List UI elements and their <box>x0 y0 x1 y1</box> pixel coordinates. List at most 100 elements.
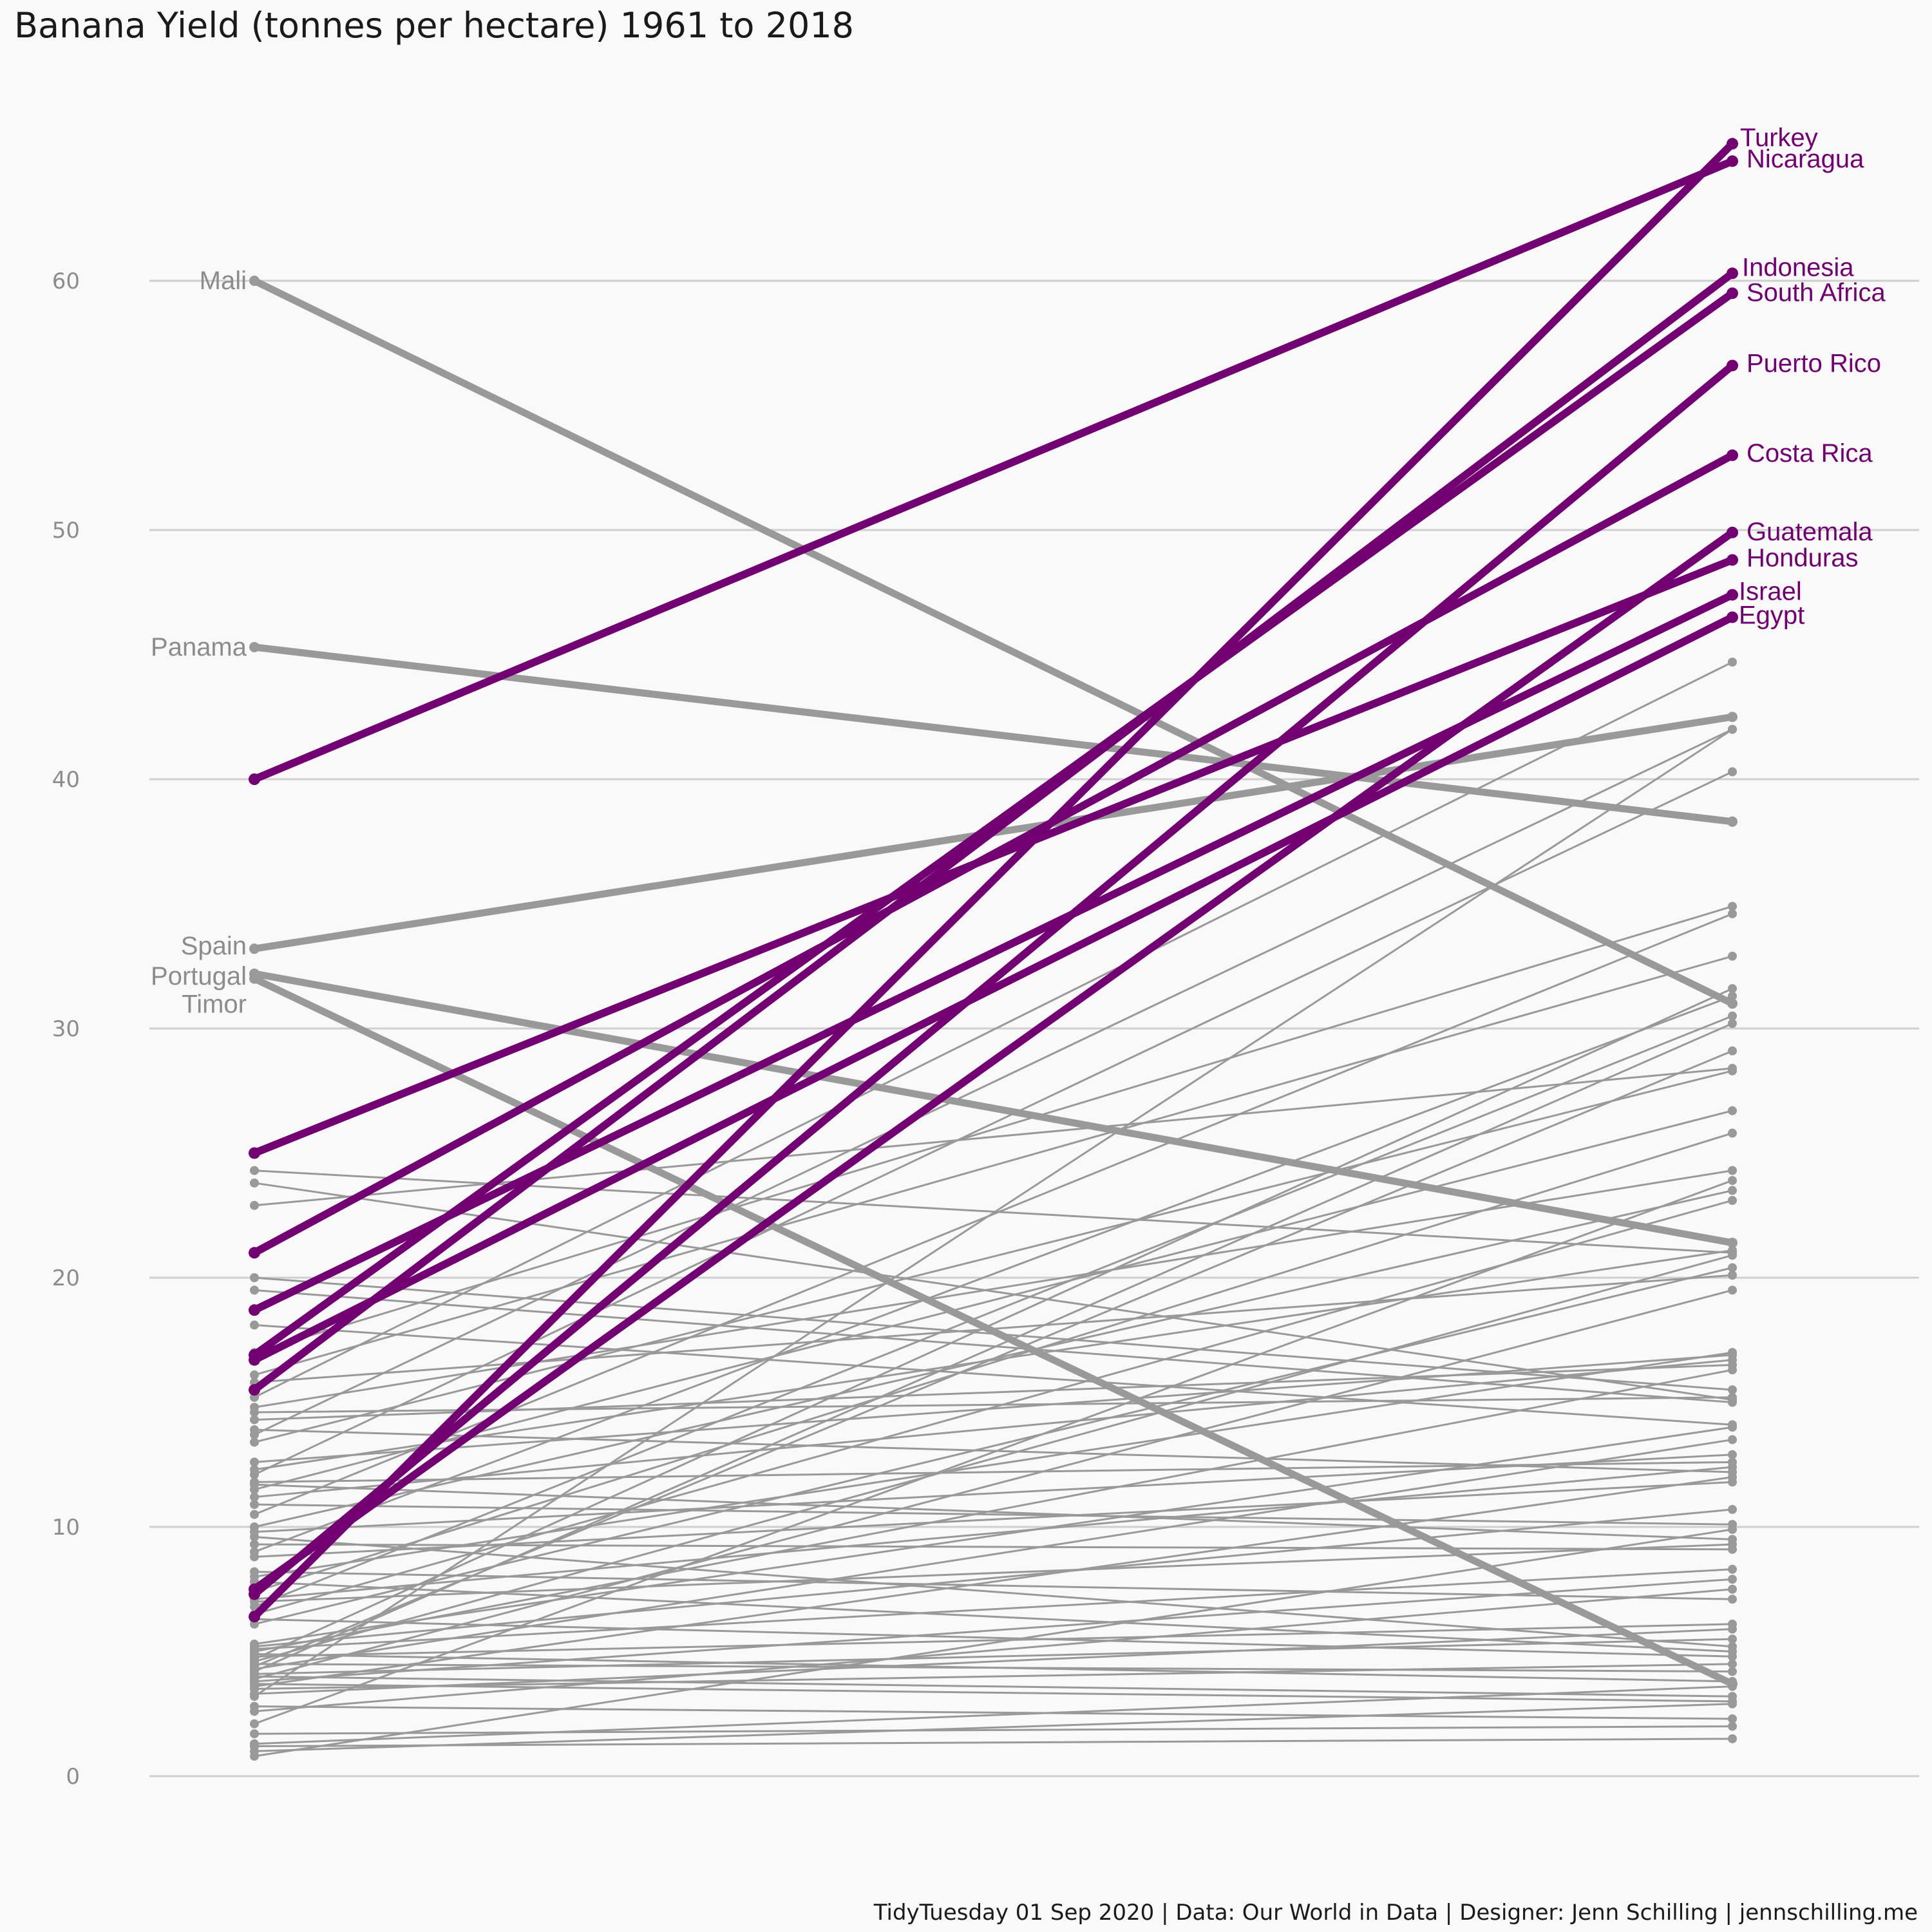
highlighted-countries-layer <box>249 138 1738 1623</box>
series-nicaragua-point-2018 <box>1727 155 1738 167</box>
other-country-34-line <box>253 1199 1734 1615</box>
other-country-8-point-2018 <box>1728 1271 1737 1280</box>
other-country-68-line <box>253 1354 1734 1463</box>
series-portugal-point-2018 <box>1727 1237 1738 1248</box>
series-nicaragua-point-1961 <box>249 773 260 785</box>
other-country-23-point-2018 <box>1728 1186 1737 1195</box>
y-tick-label: 50 <box>52 518 80 544</box>
other-country-68-point-2018 <box>1728 1350 1737 1359</box>
other-country-31-line <box>253 1132 1734 1593</box>
label-indonesia: Indonesia <box>1742 253 1854 281</box>
other-countries-layer <box>250 658 1737 1761</box>
other-country-42-point-2018 <box>1728 1251 1737 1260</box>
other-country-59-point-1961 <box>250 1729 259 1739</box>
series-turkey-point-2018 <box>1727 138 1738 150</box>
y-tick-label: 10 <box>52 1515 80 1540</box>
series-indonesia-point-1961 <box>249 1384 260 1396</box>
other-country-56-line <box>253 1705 1734 1720</box>
series-israel-point-1961 <box>249 1304 260 1316</box>
label-turkey: Turkey <box>1740 124 1818 152</box>
other-country-7-line <box>253 955 1734 1376</box>
series-israel-point-2018 <box>1727 589 1738 601</box>
other-country-28-point-2018 <box>1728 1595 1737 1604</box>
other-country-56-point-2018 <box>1728 1714 1737 1723</box>
other-country-47-line <box>253 1638 1734 1675</box>
grid-layer: 0 10 20 30 40 50 60 <box>52 269 1919 1790</box>
other-country-65-line <box>253 1267 1734 1625</box>
label-egypt: Egypt <box>1739 601 1804 629</box>
other-country-13-line <box>253 728 1734 1436</box>
other-country-58-point-2018 <box>1728 1176 1737 1186</box>
other-country-45-point-2018 <box>1728 1435 1737 1444</box>
other-country-42-line <box>253 1254 1734 1663</box>
other-country-13-point-1961 <box>250 1430 259 1439</box>
series-turkey-point-1961 <box>249 1611 260 1623</box>
other-country-62-point-2018 <box>1728 1699 1737 1709</box>
label-portugal: Portugal <box>151 962 247 990</box>
other-country-49-point-2018 <box>1728 1285 1737 1295</box>
other-country-22-line <box>253 913 1734 1516</box>
other-country-37-point-2018 <box>1728 1564 1737 1574</box>
other-country-55-point-2018 <box>1728 724 1737 734</box>
other-country-21-point-1961 <box>250 1500 259 1510</box>
series-israel-line <box>251 591 1736 1314</box>
other-country-61-point-2018 <box>1728 1734 1737 1743</box>
other-country-7-point-1961 <box>250 1370 259 1379</box>
other-country-3-point-2018 <box>1728 1385 1737 1395</box>
series-panama-point-2018 <box>1727 816 1738 827</box>
other-country-52-line <box>253 1476 1734 1688</box>
series-guatemala-point-1961 <box>249 1583 260 1595</box>
y-tick-label: 40 <box>52 767 80 793</box>
other-country-36-point-2018 <box>1728 1504 1737 1514</box>
other-country-61-line <box>253 1738 1734 1748</box>
series-spain-point-2018 <box>1727 712 1738 723</box>
series-panama-point-1961 <box>249 641 260 652</box>
other-country-31-point-2018 <box>1728 1128 1737 1138</box>
other-country-54-line <box>253 1628 1734 1695</box>
label-puerto-rico: Puerto Rico <box>1747 350 1881 378</box>
series-costa-rica-point-2018 <box>1727 449 1738 461</box>
other-country-57-point-1961 <box>250 1707 259 1716</box>
series-portugal-line <box>251 970 1736 1247</box>
series-timor-point-2018 <box>1727 1678 1738 1689</box>
other-country-22-point-1961 <box>250 1510 259 1519</box>
other-country-33-point-2018 <box>1728 1011 1737 1021</box>
series-honduras-point-2018 <box>1727 554 1738 566</box>
other-country-24-point-2018 <box>1728 1450 1737 1459</box>
other-country-10-point-2018 <box>1728 1166 1737 1175</box>
other-country-25-point-1961 <box>250 1540 259 1549</box>
label-nicaragua: Nicaragua <box>1747 145 1864 173</box>
series-indonesia-point-2018 <box>1727 267 1738 279</box>
other-country-14-point-1961 <box>250 1437 259 1447</box>
other-country-46-point-2018 <box>1728 1019 1737 1028</box>
series-turkey-line <box>251 140 1736 1621</box>
other-country-29-line <box>253 1351 1734 1578</box>
label-spain: Spain <box>181 932 247 960</box>
series-guatemala-point-2018 <box>1727 526 1738 538</box>
series-egypt-line <box>251 613 1736 1364</box>
other-country-68-point-1961 <box>250 1457 259 1467</box>
other-country-7-point-2018 <box>1728 951 1737 961</box>
other-country-66-line <box>253 1543 1734 1603</box>
other-country-67-point-1961 <box>250 1532 259 1542</box>
other-country-18-line <box>253 1483 1734 1540</box>
series-panama-line <box>251 643 1736 826</box>
other-country-50-point-2018 <box>1728 1575 1737 1584</box>
other-country-21-line <box>253 1503 1734 1526</box>
other-country-27-point-1961 <box>250 1552 259 1562</box>
other-country-22-point-2018 <box>1728 909 1737 918</box>
other-country-19-point-1961 <box>250 1484 259 1494</box>
other-country-63-point-2018 <box>1728 1524 1737 1534</box>
other-country-64-point-1961 <box>250 1639 259 1649</box>
other-country-49-line <box>253 1289 1734 1680</box>
other-country-35-point-2018 <box>1728 1652 1737 1662</box>
other-country-60-line <box>253 1685 1734 1745</box>
series-guatemala-line <box>251 528 1736 1593</box>
other-country-46-line <box>253 1022 1734 1672</box>
other-country-37-line <box>253 1568 1734 1651</box>
other-country-34-point-2018 <box>1728 1196 1737 1206</box>
other-country-64-line <box>253 1426 1734 1645</box>
other-country-1-point-1961 <box>250 1178 259 1188</box>
other-country-57-line <box>253 1588 1734 1712</box>
